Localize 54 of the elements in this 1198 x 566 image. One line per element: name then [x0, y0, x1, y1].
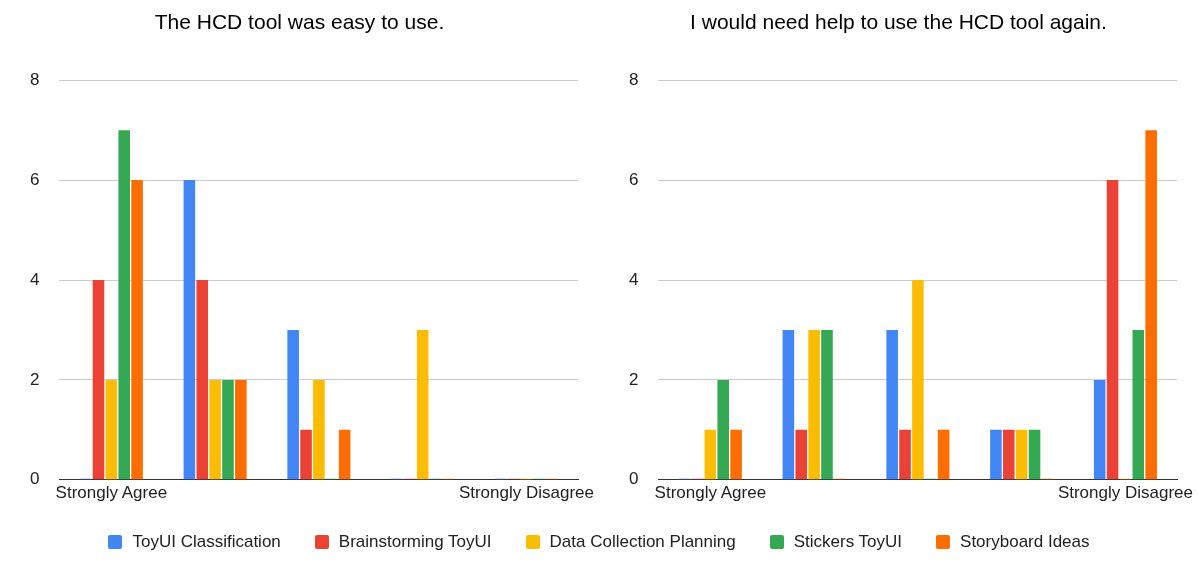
- bar: [118, 130, 130, 480]
- bar: [222, 379, 234, 480]
- bar: [821, 329, 833, 480]
- bar: [899, 429, 911, 480]
- bar: [235, 379, 247, 480]
- y-tick-label: 4: [628, 269, 639, 289]
- bar: [131, 180, 143, 480]
- x-tick-label: Strongly Disagree: [1057, 482, 1193, 502]
- bar: [808, 329, 820, 480]
- bar: [300, 429, 312, 480]
- bar: [937, 429, 950, 480]
- x-tick-label: Strongly Agree: [654, 482, 767, 502]
- y-tick-label: 8: [29, 69, 40, 89]
- bar: [287, 329, 299, 480]
- bar: [717, 379, 729, 480]
- legend-label: Data Collection Planning: [549, 532, 736, 552]
- bar: [886, 329, 898, 480]
- bar: [730, 429, 742, 480]
- bar: [196, 280, 209, 480]
- chart-title: The HCD tool was easy to use.: [153, 10, 446, 34]
- bar: [105, 379, 118, 480]
- bar: [1093, 379, 1106, 480]
- y-tick-label: 4: [29, 269, 40, 289]
- bar: [416, 329, 429, 480]
- legend-label: Storyboard Ideas: [960, 532, 1090, 552]
- y-tick-label: 6: [29, 169, 40, 189]
- bar: [912, 280, 924, 480]
- y-tick-label: 8: [628, 69, 639, 89]
- y-tick-label: 2: [29, 369, 40, 389]
- legend-label: ToyUI Classification: [132, 532, 281, 552]
- bar: [92, 280, 105, 480]
- bar: [209, 379, 221, 480]
- bar: [704, 429, 717, 480]
- bar: [1015, 429, 1028, 480]
- y-tick-label: 0: [29, 469, 40, 489]
- chart-title: I would need help to use the HCD tool again.: [689, 10, 1108, 34]
- bar: [1003, 429, 1015, 480]
- bar: [1028, 429, 1041, 480]
- bar: [1145, 130, 1157, 480]
- bar: [1132, 329, 1145, 480]
- bar: [782, 329, 795, 480]
- bar: [183, 180, 196, 480]
- y-tick-label: 0: [628, 469, 639, 489]
- x-tick-label: Strongly Disagree: [458, 482, 594, 502]
- bar: [313, 379, 325, 480]
- bar: [795, 429, 808, 480]
- bar: [1106, 180, 1119, 480]
- bar: [338, 429, 351, 480]
- legend-label: Brainstorming ToyUI: [338, 532, 492, 552]
- y-tick-label: 2: [628, 369, 639, 389]
- bar: [990, 429, 1002, 480]
- x-tick-label: Strongly Agree: [55, 482, 168, 502]
- y-tick-label: 6: [628, 169, 639, 189]
- legend-label: Stickers ToyUI: [793, 532, 903, 552]
